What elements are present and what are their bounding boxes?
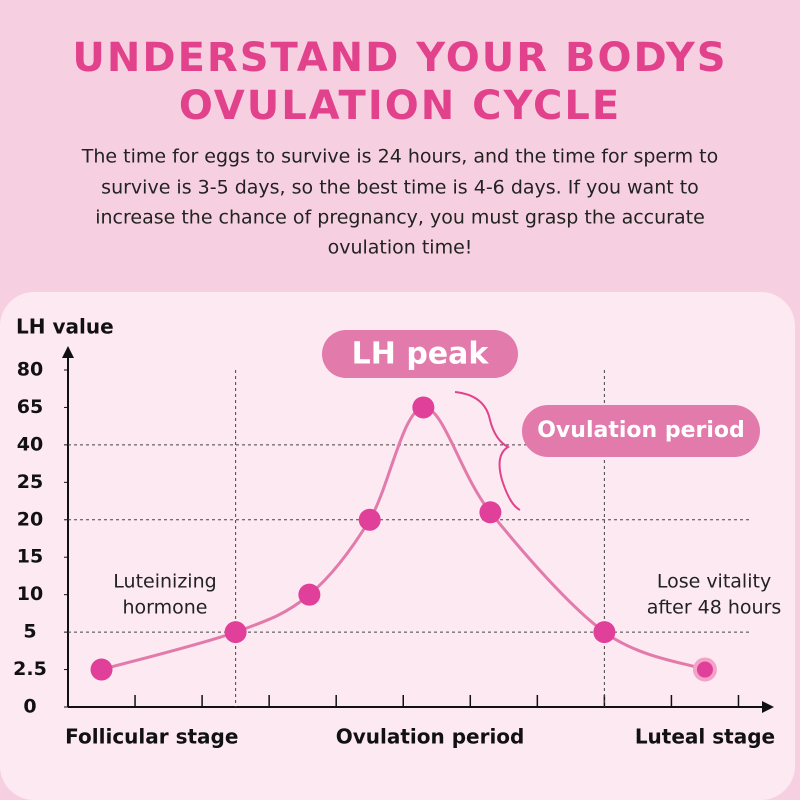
y-tick-label: 80 bbox=[17, 359, 43, 381]
title-line: OVULATION CYCLE bbox=[179, 83, 621, 129]
y-tick-label: 2.5 bbox=[13, 658, 47, 680]
point bbox=[358, 508, 381, 531]
annotation-left: hormone bbox=[122, 597, 207, 619]
peak-pill bbox=[322, 330, 518, 378]
subtitle-line: The time for eggs to survive is 24 hours… bbox=[81, 146, 718, 168]
stage-label: Follicular stage bbox=[65, 725, 238, 749]
subtitle-line: ovulation time! bbox=[328, 237, 473, 259]
stage-label: Ovulation period bbox=[336, 725, 525, 749]
stage-label: Luteal stage bbox=[635, 725, 775, 749]
y-tick-label: 15 bbox=[17, 546, 43, 568]
annotation-right: after 48 hours bbox=[647, 597, 782, 619]
y-tick-label: 20 bbox=[17, 508, 43, 530]
point bbox=[593, 621, 616, 644]
point bbox=[479, 501, 502, 524]
point bbox=[224, 621, 247, 644]
point bbox=[298, 583, 321, 606]
y-tick-label: 5 bbox=[23, 621, 36, 643]
y-axis-label: LH value bbox=[16, 315, 114, 339]
point bbox=[90, 658, 113, 681]
ovulation-pill bbox=[522, 405, 760, 457]
point bbox=[692, 657, 717, 682]
peak-label: LH peak bbox=[352, 337, 490, 372]
y-tick-label: 0 bbox=[23, 696, 36, 718]
y-tick-label: 25 bbox=[17, 471, 43, 493]
y-arrow bbox=[62, 346, 74, 358]
x-arrow bbox=[762, 701, 774, 713]
annotation-right: Lose vitality bbox=[657, 571, 771, 593]
title-line: UNDERSTAND YOUR BODYS bbox=[72, 35, 727, 81]
annotation-left: Luteinizing bbox=[113, 571, 216, 593]
y-tick-label: 10 bbox=[17, 583, 43, 605]
y-tick-label: 65 bbox=[17, 396, 43, 418]
y-tick-label: 40 bbox=[17, 433, 43, 455]
subtitle-line: increase the chance of pregnancy, you mu… bbox=[95, 207, 705, 229]
subtitle-line: survive is 3-5 days, so the best time is… bbox=[101, 177, 699, 199]
point bbox=[412, 396, 435, 419]
ovulation-label: Ovulation period bbox=[537, 418, 745, 443]
brace bbox=[454, 391, 521, 511]
